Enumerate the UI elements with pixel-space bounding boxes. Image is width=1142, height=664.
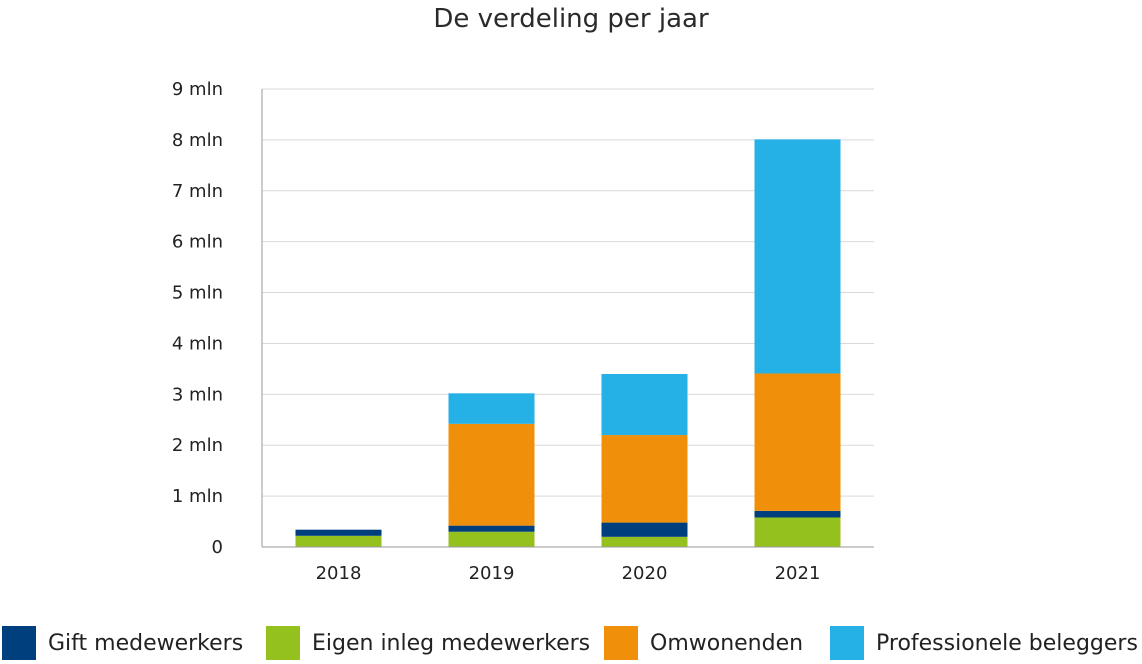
chart-plot-area: 0 1 mln 2 mln 3 mln 4 mln 5 mln 6 mln 7 mln 8 ml… [172, 79, 874, 584]
bar-2019-eigen-inleg-medewerkers [448, 531, 535, 547]
bar-2019-gift-medewerkers [448, 525, 535, 532]
legend-swatch [830, 626, 864, 660]
legend-swatch [2, 626, 36, 660]
bar-2020-eigen-inleg-medewerkers [601, 536, 688, 547]
chart-legend: Gift medewerkers Eigen inleg medewerkers O… [0, 626, 1142, 664]
bar-2020-omwonenden [601, 435, 688, 523]
y-tick-label-0: 0 [212, 537, 223, 558]
y-tick-label-8: 8 mln [172, 130, 223, 151]
x-tick-label-2019: 2019 [469, 563, 515, 584]
y-tick-label-9: 9 mln [172, 79, 223, 100]
legend-label: Gift medewerkers [48, 630, 244, 656]
legend-item-gift-medewerkers: Gift medewerkers [2, 626, 243, 660]
y-tick-label-4: 4 mln [172, 333, 223, 354]
legend-item-professionele-beleggers: Professionele beleggers [830, 626, 1138, 660]
legend-label: Omwonenden [650, 630, 804, 656]
y-tick-label-2: 2 mln [172, 435, 223, 456]
legend-swatch [604, 626, 638, 660]
x-tick-label-2018: 2018 [316, 563, 362, 584]
legend-label: Eigen inleg medewerkers [312, 630, 591, 656]
bar-2018-eigen-inleg-medewerkers [295, 535, 382, 547]
legend-swatch [266, 626, 300, 660]
bar-2021-omwonenden [754, 373, 841, 511]
bar-2020-professionele-beleggers [601, 373, 688, 436]
bar-2021-eigen-inleg-medewerkers [754, 517, 841, 547]
y-tick-label-6: 6 mln [172, 232, 223, 253]
x-tick-label-2020: 2020 [622, 563, 668, 584]
bar-2019-omwonenden [448, 423, 535, 526]
y-tick-label-1: 1 mln [172, 486, 223, 507]
y-tick-label-7: 7 mln [172, 181, 223, 202]
bar-2020-gift-medewerkers [601, 522, 688, 537]
chart-title: De verdeling per jaar [433, 4, 709, 34]
y-tick-label-5: 5 mln [172, 283, 223, 304]
bar-2021-professionele-beleggers [754, 139, 841, 374]
bar-2019-professionele-beleggers [448, 393, 535, 424]
x-tick-label-2021: 2021 [775, 563, 821, 584]
y-tick-label-3: 3 mln [172, 384, 223, 405]
bar-2018-gift-medewerkers [295, 529, 382, 536]
legend-item-eigen-inleg-medewerkers: Eigen inleg medewerkers [266, 626, 590, 660]
legend-item-omwonenden: Omwonenden [604, 626, 803, 660]
bar-2021-gift-medewerkers [754, 510, 841, 518]
legend-label: Professionele beleggers [876, 630, 1138, 656]
